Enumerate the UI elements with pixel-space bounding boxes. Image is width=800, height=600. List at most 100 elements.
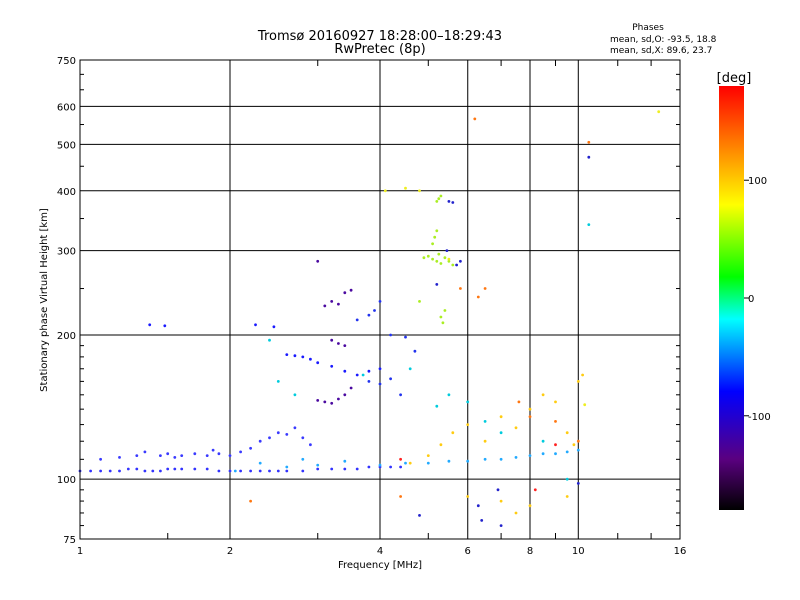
data-point <box>466 423 470 426</box>
grid-lines <box>80 60 680 539</box>
data-point <box>514 456 518 459</box>
data-point <box>367 313 371 317</box>
y-tick-label: 300 <box>57 247 76 258</box>
data-point <box>443 309 447 312</box>
colorbar-tick-label: 100 <box>748 176 767 187</box>
data-point <box>367 369 371 373</box>
data-point <box>367 380 371 383</box>
data-point <box>330 401 334 405</box>
data-point <box>541 452 545 456</box>
data-point <box>193 467 197 471</box>
data-point <box>301 457 305 461</box>
data-point <box>301 355 305 359</box>
data-point <box>205 467 209 471</box>
data-point <box>483 457 487 461</box>
data-point <box>276 380 280 383</box>
y-tick-label: 400 <box>57 187 76 198</box>
data-point <box>408 367 412 371</box>
data-point <box>576 380 580 383</box>
data-point <box>587 155 591 159</box>
data-point <box>173 467 177 471</box>
data-point <box>439 315 443 319</box>
y-tick-label: 200 <box>57 331 76 342</box>
data-point <box>249 469 253 473</box>
x-tick-label: 16 <box>674 546 687 557</box>
data-point <box>441 321 445 325</box>
data-point <box>343 344 347 347</box>
data-point <box>435 404 439 408</box>
data-point <box>159 454 162 457</box>
data-point <box>126 467 130 471</box>
data-point <box>309 357 312 361</box>
data-point <box>514 426 518 430</box>
data-point <box>228 469 232 473</box>
data-point <box>367 465 371 469</box>
data-point <box>309 443 312 447</box>
data-point <box>228 454 232 457</box>
data-point <box>466 495 470 498</box>
data-point <box>159 469 162 473</box>
data-point <box>528 415 532 419</box>
data-point <box>285 433 289 436</box>
y-tick-label: 600 <box>57 102 76 113</box>
chart-subtitle: RwPretec (8p) <box>334 42 425 57</box>
data-point <box>268 469 271 473</box>
data-point <box>443 256 447 260</box>
data-point <box>276 431 280 435</box>
data-point <box>316 361 320 365</box>
data-point <box>343 393 347 397</box>
data-point <box>180 467 184 471</box>
data-point <box>413 349 417 353</box>
stats-line-x: mean, sd,X: 89.6, 23.7 <box>610 46 712 56</box>
data-point <box>541 393 545 397</box>
data-point <box>499 499 503 503</box>
y-tick-label: 75 <box>63 535 76 546</box>
data-point <box>576 482 580 485</box>
data-point <box>528 454 532 457</box>
data-point <box>249 446 253 450</box>
data-point <box>316 259 320 263</box>
data-point <box>361 373 365 377</box>
data-point <box>565 477 569 481</box>
data-point <box>437 252 441 256</box>
data-point <box>330 364 334 368</box>
data-point <box>426 454 430 457</box>
data-point <box>272 325 276 329</box>
colorbar-tick-label: 0 <box>748 294 754 305</box>
data-point <box>480 519 484 522</box>
data-point <box>355 373 359 377</box>
data-point <box>148 323 152 327</box>
data-point <box>378 300 382 303</box>
data-point <box>249 499 253 503</box>
data-point <box>483 439 487 443</box>
data-point <box>180 454 184 457</box>
data-point <box>565 431 569 435</box>
data-point <box>499 457 503 461</box>
data-point <box>349 386 353 390</box>
data-point <box>285 465 289 469</box>
data-point <box>239 469 243 473</box>
data-point <box>435 283 439 286</box>
data-point <box>576 448 580 452</box>
data-point <box>431 257 434 261</box>
data-point <box>496 488 500 492</box>
data-point <box>389 465 392 469</box>
data-point <box>418 514 421 517</box>
data-point <box>404 461 407 465</box>
data-point <box>135 467 139 471</box>
data-point <box>316 399 320 402</box>
data-point <box>499 415 503 419</box>
y-axis-label: Stationary phase Virtual Height [km] <box>39 208 50 392</box>
data-point <box>528 407 532 411</box>
data-point <box>330 338 334 342</box>
data-point <box>254 323 257 327</box>
data-point <box>193 452 197 456</box>
data-point <box>293 393 297 397</box>
data-point <box>151 469 155 473</box>
data-point <box>258 461 262 465</box>
colorbar <box>719 86 744 510</box>
data-point <box>293 426 297 430</box>
chart-title: Tromsø 20160927 18:28:00–18:29:43 <box>257 29 502 44</box>
data-point <box>447 200 451 203</box>
data-point <box>533 488 537 492</box>
